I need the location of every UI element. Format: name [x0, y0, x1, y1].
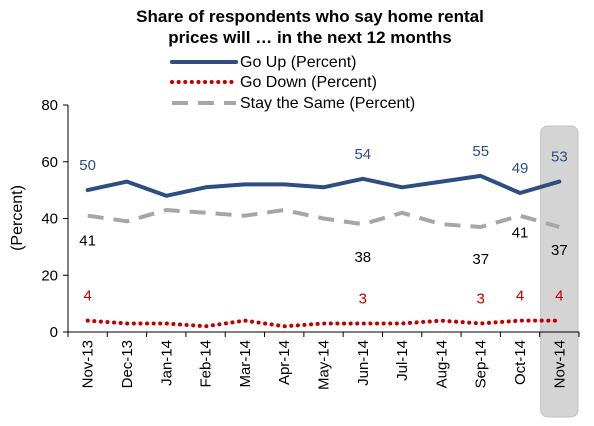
x-tick-label: Dec-13 [119, 340, 136, 388]
x-tick-label: Jan-14 [158, 340, 175, 386]
x-tick-label: Jun-14 [355, 340, 372, 386]
data-label-stay-the-same: 37 [472, 251, 489, 268]
x-tick-label: Aug-14 [433, 340, 450, 388]
series-line-go-down [85, 318, 562, 329]
data-label-go-down: 4 [83, 288, 91, 305]
x-tick-label: Oct-14 [512, 340, 529, 385]
x-tick-label: Mar-14 [237, 340, 254, 388]
legend-label-go-down: Go Down (Percent) [240, 74, 377, 91]
x-tick-label: Sep-14 [473, 340, 490, 388]
data-label-stay-the-same: 38 [354, 249, 371, 266]
x-tick-label: Nov-13 [80, 340, 97, 388]
data-label-stay-the-same: 37 [551, 242, 568, 259]
axes: 0 20 40 60 80 Nov-13 Dec-13 Jan-14 Feb-14 Mar-14 A… [41, 97, 580, 390]
x-tick-label: Jul-14 [394, 340, 411, 381]
data-label-go-up: 50 [79, 157, 96, 174]
y-tick-label: 40 [41, 211, 58, 228]
y-tick-label: 60 [41, 154, 58, 171]
data-label-stay-the-same: 41 [79, 233, 96, 250]
x-tick-label: Feb-14 [198, 340, 215, 388]
data-label-go-down: 4 [516, 288, 524, 305]
data-label-go-up: 55 [472, 143, 489, 160]
y-tick-label: 20 [41, 267, 58, 284]
legend: Go Up (Percent) Go Down (Percent) Stay the… [170, 54, 415, 112]
data-label-go-up: 49 [512, 160, 529, 177]
data-label-go-down: 3 [359, 290, 367, 307]
y-tick-label: 0 [50, 324, 58, 341]
y-tick-label: 80 [41, 97, 58, 114]
legend-label-stay-the-same: Stay the Same (Percent) [240, 95, 415, 112]
chart-title-line-1: Share of respondents who say home rental [136, 7, 484, 26]
data-label-go-down: 3 [477, 290, 485, 307]
legend-label-go-up: Go Up (Percent) [240, 54, 356, 71]
x-tick-label: May-14 [316, 340, 333, 390]
data-label-go-up: 53 [551, 149, 568, 166]
data-label-go-up: 54 [354, 146, 371, 163]
series-layer [85, 173, 562, 329]
y-axis-label: (Percent) [9, 185, 26, 251]
data-label-go-down: 4 [555, 288, 563, 305]
series-line-stay-the-same [87, 208, 560, 229]
highlight-period-box [540, 125, 579, 418]
x-tick-label: Nov-14 [551, 340, 568, 388]
series-line-go-up [85, 173, 562, 198]
x-tick-label: Apr-14 [276, 340, 293, 385]
chart-title-line-2: prices will … in the next 12 months [168, 28, 451, 47]
data-label-stay-the-same: 41 [512, 225, 529, 242]
